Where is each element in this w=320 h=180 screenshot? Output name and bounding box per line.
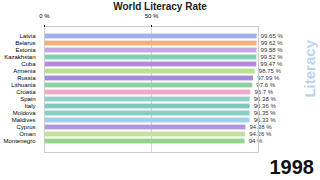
svg-text:99.58 %: 99.58 % [261, 47, 284, 53]
svg-text:Belarus: Belarus [15, 40, 35, 46]
html-text:World Literacy Rate: World Literacy Rate [113, 1, 207, 12]
html-text:1998: 1998 [269, 156, 314, 178]
svg-text:Armenia: Armenia [13, 68, 36, 74]
svg-text:99.65 %: 99.65 % [261, 33, 284, 39]
svg-text:96.36 %: 96.36 % [254, 103, 277, 109]
svg-text:Cyprus: Cyprus [16, 124, 35, 130]
svg-text:97.6 %: 97.6 % [256, 82, 275, 88]
html-text:Literacy: Literacy [301, 40, 318, 98]
svg-text:Croatia: Croatia [16, 89, 36, 95]
svg-text:96.35 %: 96.35 % [254, 110, 277, 116]
svg-text:96.7 %: 96.7 % [254, 89, 273, 95]
svg-text:96.38 %: 96.38 % [254, 96, 277, 102]
svg-text:50 %: 50 % [145, 14, 159, 19]
svg-text:Latvia: Latvia [19, 33, 36, 39]
svg-text:96.33 %: 96.33 % [254, 117, 277, 123]
svg-text:Spain: Spain [20, 96, 35, 102]
svg-text:94.26 %: 94.26 % [249, 131, 272, 137]
svg-text:Kazakhstan: Kazakhstan [4, 54, 35, 60]
svg-text:Estonia: Estonia [15, 47, 36, 53]
svg-text:Moldova: Moldova [13, 110, 36, 116]
svg-text:Oman: Oman [19, 131, 35, 137]
svg-text:97.99 %: 97.99 % [257, 75, 280, 81]
svg-text:94.38 %: 94.38 % [249, 124, 272, 130]
svg-text:99.47 %: 99.47 % [260, 61, 283, 67]
svg-text:Maldives: Maldives [12, 117, 36, 123]
svg-text:Russia: Russia [17, 75, 36, 81]
svg-text:Italy: Italy [24, 103, 35, 109]
svg-text:Montenegro: Montenegro [3, 138, 36, 144]
svg-text:Cuba: Cuba [21, 61, 36, 67]
svg-text:99.52 %: 99.52 % [260, 54, 283, 60]
svg-text:Lithuania: Lithuania [11, 82, 36, 88]
svg-text:99.62 %: 99.62 % [261, 40, 284, 46]
svg-text:98.75 %: 98.75 % [259, 68, 282, 74]
svg-text:94 %: 94 % [249, 138, 263, 144]
svg-text:0 %: 0 % [39, 14, 50, 19]
